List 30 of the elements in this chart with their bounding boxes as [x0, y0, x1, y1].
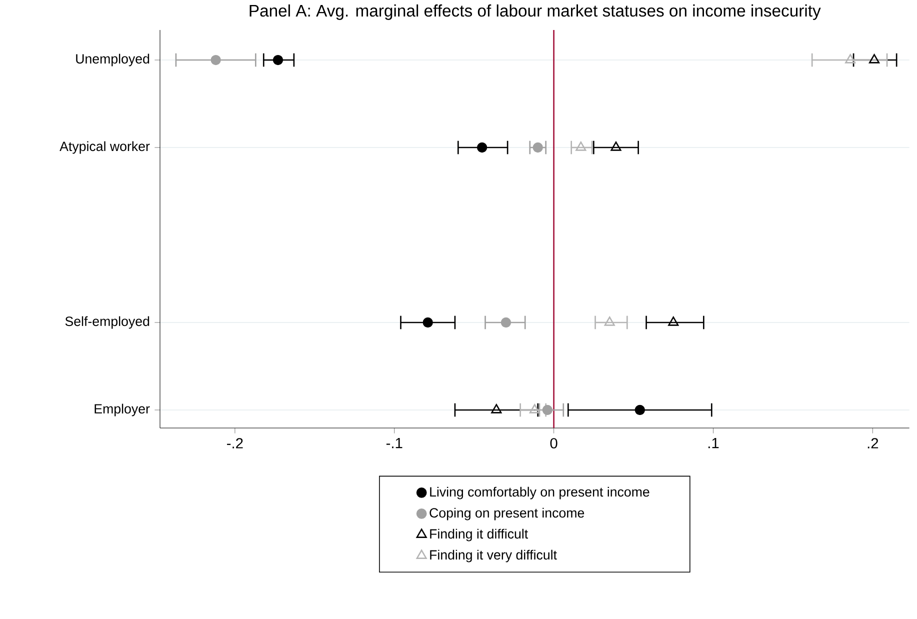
legend-label: Coping on present income: [430, 508, 584, 520]
legend-label: Living comfortably on present income: [430, 486, 650, 500]
legend-label: Finding it very difficult: [430, 550, 557, 562]
point: [634, 404, 645, 416]
point: [500, 317, 512, 328]
x-tick-label: -.1: [386, 438, 402, 448]
chart-title: Panel A: Avg. marginal effects of labour market statuses on income insecurity: [250, 4, 821, 20]
point: [576, 142, 586, 151]
x-tick-label: .2: [868, 438, 878, 448]
point: [476, 142, 488, 153]
point: [529, 404, 540, 414]
point: [604, 316, 615, 326]
y-tick-label: Self-employed: [65, 316, 150, 329]
point: [868, 54, 880, 64]
legend-label: Finding it difficult: [430, 528, 528, 542]
x-tick-label: 0: [550, 438, 558, 448]
point: [272, 54, 284, 66]
x-tick-label: -.2: [227, 438, 243, 448]
y-tick-label: Unemployed: [76, 54, 150, 66]
point: [668, 316, 679, 326]
point: [610, 142, 622, 151]
point: [542, 404, 552, 416]
point: [532, 142, 543, 153]
point: [491, 404, 502, 414]
point: [845, 54, 856, 64]
point: [422, 317, 433, 328]
y-tick-label: Atypical worker: [60, 141, 150, 154]
y-tick-label: Employer: [94, 404, 150, 416]
x-tick-label: .1: [708, 438, 719, 448]
point: [210, 54, 221, 66]
